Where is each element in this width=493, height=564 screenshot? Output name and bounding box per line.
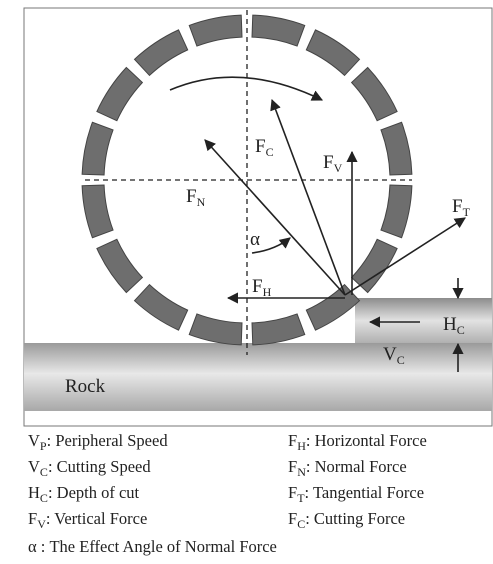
main: H: [443, 314, 457, 335]
rotation-arrow: [169, 76, 324, 101]
subscript: C: [266, 145, 274, 159]
segment: [133, 29, 189, 77]
legend-item: FN: Normal Force: [288, 457, 407, 479]
subscript: C: [397, 353, 405, 367]
description: : Cutting Speed: [48, 457, 151, 476]
fn-arrow: [204, 139, 346, 296]
segment: [251, 14, 306, 47]
fv-label: FV: [323, 152, 343, 175]
subscript: N: [297, 465, 306, 479]
main: V: [383, 344, 397, 365]
description: : Cutting Force: [305, 509, 405, 528]
legend-item: VC: Cutting Speed: [28, 457, 151, 479]
segment: [380, 121, 413, 176]
main: F: [288, 457, 297, 476]
main: F: [186, 186, 197, 207]
main: V: [28, 457, 40, 476]
subscript: H: [297, 439, 306, 453]
description: : Normal Force: [306, 457, 407, 476]
description: : Depth of cut: [48, 483, 140, 502]
main: F: [323, 152, 334, 173]
segment: [251, 313, 306, 346]
fc-label: FC: [255, 136, 274, 159]
legend-item: HC: Depth of cut: [28, 483, 140, 505]
description: : Vertical Force: [46, 509, 147, 528]
description: : Tangential Force: [305, 483, 425, 502]
rock: [24, 343, 492, 411]
axes: [85, 10, 412, 355]
alpha-arc: [251, 237, 291, 254]
subscript: T: [297, 491, 305, 505]
legend-item: FV: Vertical Force: [28, 509, 147, 531]
arrows: [169, 76, 466, 372]
description: : Peripheral Speed: [47, 431, 169, 450]
hc-label: HC: [443, 314, 465, 337]
main: F: [288, 483, 297, 502]
fh-label: FH: [252, 276, 272, 299]
alpha-label: α: [250, 229, 260, 250]
segment: [133, 283, 189, 331]
legend-item: FT: Tangential Force: [288, 483, 424, 505]
legend-item: FC: Cutting Force: [288, 509, 405, 531]
subscript: C: [40, 491, 48, 505]
segment: [81, 184, 114, 239]
subscript: P: [40, 439, 47, 453]
main: F: [252, 276, 263, 297]
segment: [188, 313, 243, 346]
main: F: [288, 431, 297, 450]
subscript: C: [40, 465, 48, 479]
ft-label: FT: [452, 196, 471, 219]
segment: [350, 66, 398, 122]
rock-label: Rock: [65, 376, 106, 397]
fc-arrow: [270, 98, 346, 296]
main: F: [288, 509, 297, 528]
fn-label: FN: [186, 186, 206, 209]
legend-item: VP: Peripheral Speed: [28, 431, 168, 453]
description: : Horizontal Force: [306, 431, 427, 450]
legend: VP: Peripheral Speed FH: Horizontal Force…: [28, 431, 427, 556]
subscript: N: [197, 195, 206, 209]
subscript: V: [334, 161, 343, 175]
segment: [380, 184, 413, 239]
subscript: C: [297, 517, 305, 531]
subscript: C: [457, 323, 465, 337]
legend-item: FH: Horizontal Force: [288, 431, 427, 453]
workpiece: [355, 298, 492, 343]
subscript: V: [37, 517, 46, 531]
segment: [81, 121, 114, 176]
segment: [96, 238, 144, 294]
ft-arrow: [344, 217, 466, 296]
legend-last: α : The Effect Angle of Normal Force: [28, 537, 277, 556]
vc-label: VC: [383, 344, 405, 367]
main: F: [28, 509, 37, 528]
segment: [96, 66, 144, 122]
segment: [305, 29, 361, 77]
main: F: [255, 136, 266, 157]
main: V: [28, 431, 40, 450]
subscript: H: [263, 285, 272, 299]
main: F: [452, 196, 463, 217]
main: H: [28, 483, 40, 502]
segment: [188, 14, 243, 47]
subscript: T: [463, 205, 471, 219]
